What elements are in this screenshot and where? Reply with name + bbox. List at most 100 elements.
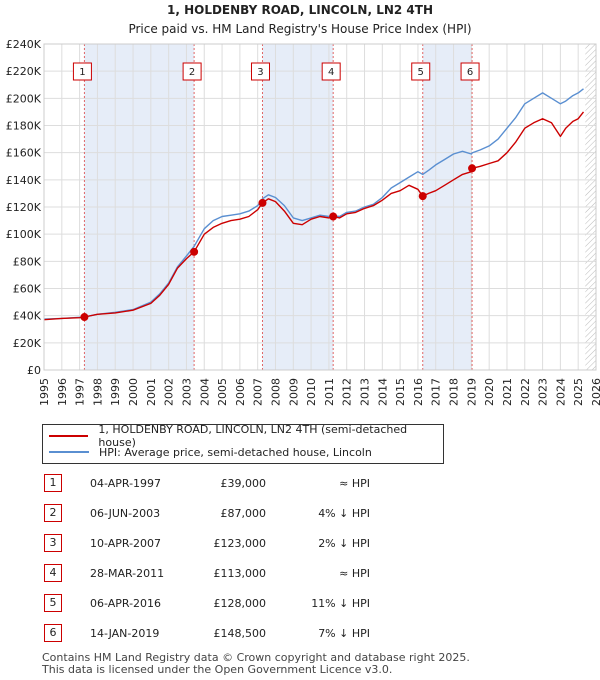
- sale-number-badge: 2: [44, 504, 62, 522]
- legend-swatch-hpi: [49, 451, 89, 453]
- y-tick-label: £60K: [13, 283, 42, 296]
- x-tick-label: 2013: [359, 378, 372, 406]
- legend-item-property: 1, HOLDENBY ROAD, LINCOLN, LN2 4TH (semi…: [49, 423, 443, 449]
- y-tick-label: £180K: [6, 120, 42, 133]
- sale-hpi-relation: ≈ HPI: [339, 477, 370, 490]
- sale-date: 04-APR-1997: [90, 477, 162, 490]
- legend-item-hpi: HPI: Average price, semi-detached house,…: [49, 444, 372, 460]
- x-tick-label: 2000: [127, 378, 140, 406]
- sale-hpi-relation: 2% ↓ HPI: [318, 537, 370, 550]
- sale-price: £87,000: [220, 507, 267, 520]
- sale-price: £148,500: [213, 627, 267, 640]
- x-tick-label: 2014: [376, 378, 389, 406]
- table-row: 6 14-JAN-2019 £148,500 7% ↓ HPI: [0, 624, 600, 644]
- x-tick-label: 2023: [537, 378, 550, 406]
- sale-label-box: [182, 62, 202, 81]
- x-tick-label: 2005: [216, 378, 229, 406]
- x-tick-label: 2006: [234, 378, 247, 406]
- y-tick-label: £240K: [6, 38, 42, 51]
- sale-price: £123,000: [213, 537, 267, 550]
- y-tick-label: £20K: [13, 337, 42, 350]
- legend-swatch-property: [49, 435, 89, 437]
- sale-hpi-relation: 7% ↓ HPI: [318, 627, 370, 640]
- sale-price: £128,000: [213, 597, 267, 610]
- legend-label-hpi: HPI: Average price, semi-detached house,…: [99, 445, 372, 459]
- sale-number-badge: 6: [44, 624, 62, 642]
- x-tick-label: 2010: [305, 378, 318, 406]
- table-row: 2 06-JUN-2003 £87,000 4% ↓ HPI: [0, 504, 600, 524]
- x-tick-label: 2021: [501, 378, 514, 406]
- attribution-footer: Contains HM Land Registry data © Crown c…: [42, 652, 470, 676]
- sale-date: 06-JUN-2003: [90, 507, 161, 520]
- x-tick-label: 1997: [74, 378, 87, 406]
- sale-date: 14-JAN-2019: [90, 627, 160, 640]
- sale-point: [80, 313, 89, 322]
- x-tick-label: 2011: [323, 378, 336, 406]
- chart-subtitle: Price paid vs. HM Land Registry's House …: [128, 22, 471, 36]
- x-tick-label: 2026: [590, 378, 600, 406]
- sale-point: [329, 212, 338, 221]
- x-tick-label: 2025: [572, 378, 585, 406]
- sale-point: [468, 164, 477, 173]
- x-tick-label: 2019: [465, 378, 478, 406]
- sale-date: 06-APR-2016: [90, 597, 162, 610]
- footer-line-1: Contains HM Land Registry data © Crown c…: [42, 651, 470, 664]
- x-tick-label: 2009: [287, 378, 300, 406]
- sale-label-number: 4: [328, 67, 334, 78]
- sale-hpi-relation: 4% ↓ HPI: [318, 507, 370, 520]
- x-tick-label: 2001: [145, 378, 158, 406]
- sale-number-badge: 1: [44, 474, 62, 492]
- footer-line-2: This data is licensed under the Open Gov…: [42, 663, 393, 676]
- y-tick-label: £220K: [6, 65, 42, 78]
- sale-number-badge: 4: [44, 564, 62, 582]
- legend-label-property: 1, HOLDENBY ROAD, LINCOLN, LN2 4TH (semi…: [98, 423, 408, 449]
- x-tick-label: 1998: [91, 378, 104, 406]
- y-tick-label: £200K: [6, 92, 42, 105]
- sale-label-number: 2: [189, 67, 195, 78]
- y-tick-label: £100K: [6, 228, 42, 241]
- x-tick-label: 2002: [163, 378, 176, 406]
- plot-frame: [43, 43, 597, 371]
- sale-label-box: [411, 62, 431, 81]
- series-line-hpi: [44, 88, 584, 320]
- x-tick-label: 2022: [519, 378, 532, 406]
- y-tick-label: £140K: [6, 174, 42, 187]
- sale-label-box: [250, 62, 270, 81]
- y-tick-label: £120K: [6, 201, 42, 214]
- y-tick-label: £160K: [6, 147, 42, 160]
- y-tick-label: £80K: [13, 255, 42, 268]
- x-tick-label: 2016: [412, 378, 425, 406]
- sale-point: [190, 247, 199, 256]
- sale-label-number: 3: [257, 67, 263, 78]
- x-tick-label: 1996: [56, 378, 69, 406]
- sale-label-number: 6: [467, 67, 473, 78]
- table-row: 4 28-MAR-2011 £113,000 ≈ HPI: [0, 564, 600, 584]
- y-tick-label: £40K: [13, 310, 42, 323]
- table-row: 3 10-APR-2007 £123,000 2% ↓ HPI: [0, 534, 600, 554]
- sale-price: £113,000: [213, 567, 267, 580]
- sale-date: 28-MAR-2011: [90, 567, 165, 580]
- x-tick-label: 2008: [269, 378, 282, 406]
- sale-number-badge: 5: [44, 594, 62, 612]
- x-tick-label: 2012: [341, 378, 354, 406]
- x-tick-label: 2018: [448, 378, 461, 406]
- sale-hpi-relation: ≈ HPI: [339, 567, 370, 580]
- price-chart: 1, HOLDENBY ROAD, LINCOLN, LN2 4TH Price…: [6, 3, 600, 406]
- series-line-property: [44, 111, 585, 321]
- x-tick-label: 2017: [430, 378, 443, 406]
- x-tick-label: 2015: [394, 378, 407, 406]
- chart-legend: 1, HOLDENBY ROAD, LINCOLN, LN2 4TH (semi…: [42, 423, 444, 464]
- sale-label-box: [460, 62, 480, 81]
- table-row: 1 04-APR-1997 £39,000 ≈ HPI: [0, 474, 600, 494]
- chart-title: 1, HOLDENBY ROAD, LINCOLN, LN2 4TH: [167, 3, 433, 17]
- x-tick-label: 2020: [483, 378, 496, 406]
- x-tick-label: 2007: [252, 378, 265, 406]
- x-tick-label: 1995: [38, 378, 51, 406]
- sale-price: £39,000: [220, 477, 267, 490]
- sale-point: [258, 198, 267, 207]
- sale-label-number: 1: [79, 67, 85, 78]
- x-tick-label: 2024: [554, 378, 567, 406]
- sale-label-box: [321, 62, 341, 81]
- y-tick-label: £0: [27, 364, 41, 377]
- table-row: 5 06-APR-2016 £128,000 11% ↓ HPI: [0, 594, 600, 614]
